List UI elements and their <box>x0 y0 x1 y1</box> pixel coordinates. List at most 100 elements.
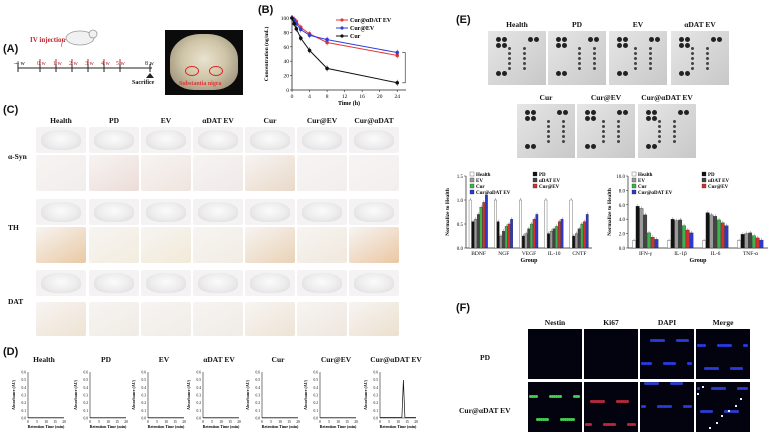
ihc-zoom-image <box>349 155 399 191</box>
cell-nucleus <box>708 367 711 370</box>
hplc-title: Cur@αDAT EV <box>370 355 422 364</box>
panel-c-label: (C) <box>3 104 19 116</box>
cell-nucleus <box>603 423 606 426</box>
x-tick-label: 15 <box>53 420 57 424</box>
array-spot <box>658 135 661 138</box>
array-spot <box>508 57 511 60</box>
array-spot <box>706 52 709 55</box>
array-spot <box>684 110 689 115</box>
cell-nucleus <box>702 410 705 413</box>
cell-nucleus <box>624 400 627 403</box>
cell-nucleus <box>734 410 737 413</box>
x-tick-label: 0 <box>202 420 204 424</box>
cell-nucleus <box>699 344 702 347</box>
y-tick-label: 0.2 <box>256 401 261 405</box>
array-spot <box>706 62 709 65</box>
data-point <box>395 81 400 85</box>
cell-nucleus <box>701 344 704 347</box>
cell-nucleus <box>723 387 726 390</box>
timeline <box>17 59 154 78</box>
legend-label: Cur <box>350 34 361 40</box>
x-tick-label: 4 <box>308 94 311 100</box>
sacrifice-label: Sacrifice <box>132 80 155 86</box>
array-spot <box>593 52 596 55</box>
brain-slice-overview <box>349 199 399 225</box>
cell-nucleus <box>652 382 655 385</box>
brain-slice-overview <box>89 199 139 225</box>
y-tick-label: 0.6 <box>22 371 27 375</box>
category-label: IL-1β <box>674 251 687 257</box>
tick-8w: 8 w <box>145 61 154 67</box>
legend-label: αDAT EV <box>539 179 560 184</box>
legend-label: Cur@αDAT EV <box>638 191 673 196</box>
y-tick-label: 0.6 <box>374 371 379 375</box>
cell-nucleus <box>575 395 578 398</box>
legend-swatch <box>631 177 637 183</box>
array-spot <box>502 37 507 42</box>
array-spot <box>617 125 620 128</box>
cell-nucleus <box>622 400 625 403</box>
bar <box>504 226 508 249</box>
if-image <box>528 329 582 379</box>
cell-nucleus <box>643 405 646 408</box>
bar <box>755 237 760 249</box>
array-spot <box>556 37 561 42</box>
array-spot <box>658 140 661 143</box>
bar <box>713 216 718 249</box>
data-point <box>290 16 294 20</box>
cell-nucleus <box>719 344 722 347</box>
legend-label: EV <box>476 179 483 184</box>
iv-injection-label: IV injection <box>30 36 66 44</box>
brain-slice-shape <box>41 273 81 293</box>
legend-label: PD <box>539 173 546 178</box>
array-spot <box>658 120 661 123</box>
cell-nucleus <box>706 367 709 370</box>
cell-nucleus <box>683 405 686 408</box>
brain-slice-overview <box>36 270 86 296</box>
hplc-title: PD <box>101 355 111 364</box>
bar <box>527 228 531 249</box>
bar <box>572 235 576 249</box>
y-tick-label: 0.0 <box>256 417 261 421</box>
data-point <box>325 66 329 71</box>
array-spot <box>679 43 684 48</box>
cell-nucleus <box>549 395 552 398</box>
y-tick-label: 0 <box>286 88 289 94</box>
brain-slice-shape <box>41 130 81 150</box>
panel-e-label: (E) <box>456 14 471 26</box>
hplc-title: Health <box>33 355 55 364</box>
array-spot <box>562 71 567 76</box>
hplc-peak <box>380 379 416 418</box>
x-tick-label: 20 <box>414 420 418 424</box>
array-spot <box>652 144 657 149</box>
array-spot <box>655 37 660 42</box>
cell-nucleus <box>715 387 718 390</box>
legend-label: Health <box>476 173 491 178</box>
bar <box>524 233 528 249</box>
cell-nucleus <box>631 423 634 426</box>
array-spot <box>508 62 511 65</box>
array-spot <box>634 47 637 50</box>
bar <box>580 223 584 249</box>
array-spot <box>508 67 511 70</box>
cell-nucleus <box>657 405 660 408</box>
array-spot <box>617 110 622 115</box>
array-spot <box>658 130 661 133</box>
cell-nucleus <box>641 405 644 408</box>
array-spot <box>602 140 605 143</box>
brain-slice-shape <box>146 202 186 222</box>
cell-nucleus <box>573 395 576 398</box>
array-spot <box>691 52 694 55</box>
array-spot <box>562 43 567 48</box>
merge-highlight <box>735 405 737 407</box>
y-tick-label: 8.0 <box>619 189 626 194</box>
y-tick-label: 0.0 <box>457 247 464 252</box>
pk-line-chart: 0 20 40 60 80 100 0 4 8 12 16 20 24 Time (h) Concentra… <box>263 15 406 107</box>
brain-slice-shape <box>41 202 81 222</box>
y-tick-label: 0.5 <box>314 378 319 382</box>
cell-nucleus <box>560 418 563 421</box>
x-tick-label: 0 <box>27 420 29 424</box>
hplc-title: αDAT EV <box>203 355 235 364</box>
array-spot <box>649 67 652 70</box>
